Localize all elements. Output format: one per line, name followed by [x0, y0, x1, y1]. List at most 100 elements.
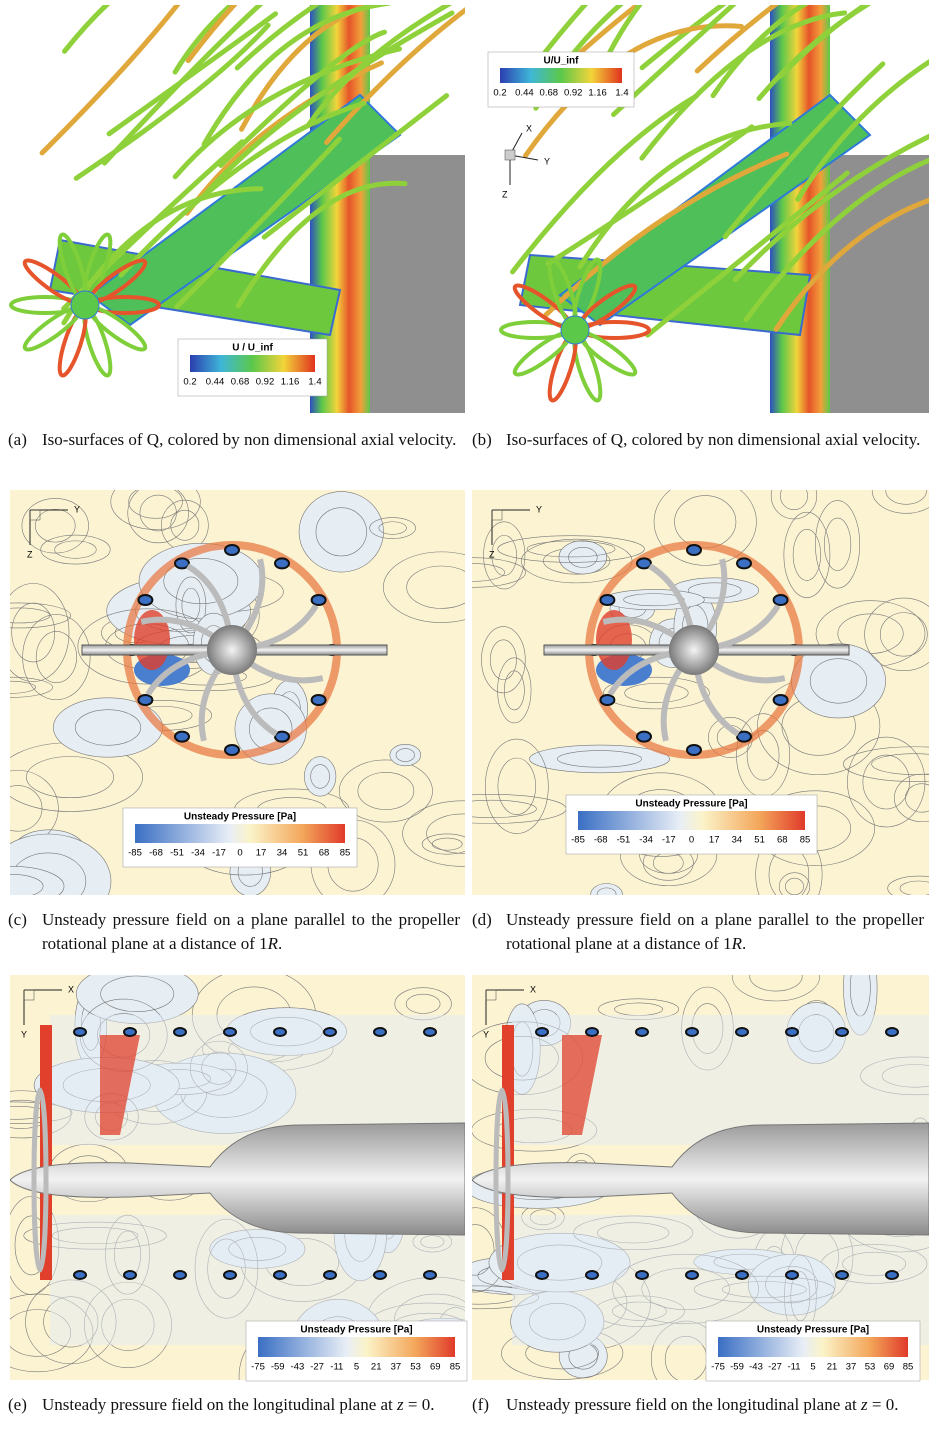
figure-page: U / U_inf0.20.440.680.921.161.4U/U_inf0.…	[0, 0, 929, 1438]
caption-segment: Unsteady pressure field on the longitudi…	[42, 1395, 397, 1414]
caption: (c) Unsteady pressure field on a plane pa…	[8, 908, 460, 956]
tip-vortex	[312, 695, 326, 705]
colorbar-tick-label: 69	[884, 1362, 895, 1373]
tip-vortex	[786, 1271, 798, 1279]
caption-label: (b)	[472, 428, 492, 452]
colorbar-tick-label: 0	[689, 835, 694, 846]
colorbar-tick-label: 53	[865, 1362, 876, 1373]
tip-vortex	[586, 1028, 598, 1036]
colorbar-tick-label: 0.2	[493, 88, 506, 99]
contour	[390, 744, 421, 765]
axis-label: X	[526, 123, 532, 133]
figure: U / U_inf0.20.440.680.921.161.4U/U_inf0.…	[0, 0, 929, 1438]
tip-vortex	[586, 1271, 598, 1279]
caption-segment: Iso-surfaces of Q, colored by non dimens…	[506, 430, 920, 449]
tip-vortex	[786, 1028, 798, 1036]
caption-text: Unsteady pressure field on a plane paral…	[472, 908, 924, 956]
colorbar-tick-label: 85	[340, 848, 351, 859]
colorbar-tick-label: -34	[191, 848, 205, 859]
axis-label: Y	[483, 1029, 489, 1039]
spinner	[71, 291, 99, 319]
tip-vortex	[836, 1271, 848, 1279]
tip-vortex	[124, 1271, 136, 1279]
caption-text: Iso-surfaces of Q, colored by non dimens…	[8, 428, 460, 452]
wall	[825, 155, 929, 413]
caption-text: Unsteady pressure field on the longitudi…	[472, 1393, 924, 1417]
caption-label: (c)	[8, 908, 27, 932]
colorbar-title: U / U_inf	[232, 343, 273, 354]
tip-vortex	[774, 695, 788, 705]
colorbar-tick-label: 37	[846, 1362, 857, 1373]
colorbar-tick-label: -43	[749, 1362, 763, 1373]
caption-segment: .	[278, 934, 282, 953]
colorbar-tick-label: -27	[310, 1362, 324, 1373]
axis-label: Y	[536, 504, 542, 514]
caption-segment: R	[732, 934, 742, 953]
colorbar-tick-label: 0.68	[540, 88, 559, 99]
tip-vortex	[274, 1271, 286, 1279]
tip-vortex	[224, 1271, 236, 1279]
contour	[559, 541, 607, 574]
colorbar-tick-label: 37	[391, 1362, 402, 1373]
tip-vortex	[737, 558, 751, 568]
axis-label: Z	[502, 189, 508, 199]
tip-vortex	[774, 595, 788, 605]
tip-vortex	[274, 1028, 286, 1036]
caption-segment: .	[742, 934, 746, 953]
tip-vortex	[275, 558, 289, 568]
axis-label: X	[530, 984, 536, 994]
tip-vortex	[637, 558, 651, 568]
tip-vortex	[736, 1271, 748, 1279]
tip-vortex	[225, 545, 239, 555]
caption-segment: = 0.	[404, 1395, 435, 1414]
colorbar-tick-label: 51	[298, 848, 309, 859]
colorbar-tick-label: 51	[754, 835, 765, 846]
colorbar-tick-label: 21	[827, 1362, 838, 1373]
tip-vortex	[424, 1028, 436, 1036]
colorbar-title: Unsteady Pressure [Pa]	[184, 812, 296, 823]
tip-vortex	[224, 1028, 236, 1036]
tip-vortex	[174, 1028, 186, 1036]
colorbar-tick-label: 68	[777, 835, 788, 846]
colorbar-tick-label: 34	[277, 848, 288, 859]
tip-vortex	[124, 1028, 136, 1036]
colorbar-tick-label: 53	[410, 1362, 421, 1373]
tip-vortex	[74, 1028, 86, 1036]
caption-text: Unsteady pressure field on the longitudi…	[8, 1393, 460, 1417]
colorbar	[135, 824, 345, 843]
axis-label: Y	[21, 1029, 27, 1039]
colorbar	[718, 1337, 908, 1357]
caption-text: Unsteady pressure field on a plane paral…	[8, 908, 460, 956]
colorbar-tick-label: 0	[237, 848, 242, 859]
tip-vortex	[424, 1271, 436, 1279]
caption-label: (f)	[472, 1393, 489, 1417]
tip-vortex	[175, 732, 189, 742]
contour	[603, 590, 704, 610]
tip-vortex	[636, 1028, 648, 1036]
tip-vortex	[536, 1028, 548, 1036]
caption-text: Iso-surfaces of Q, colored by non dimens…	[472, 428, 924, 452]
axis-label: Z	[489, 549, 495, 559]
colorbar-tick-label: 34	[732, 835, 743, 846]
colorbar	[578, 811, 805, 830]
hub	[207, 625, 257, 675]
colorbar-tick-label: 0.68	[231, 377, 250, 388]
tip-vortex	[636, 1271, 648, 1279]
colorbar-tick-label: -11	[330, 1362, 343, 1373]
colorbar-tick-label: 1.4	[308, 377, 321, 388]
colorbar-tick-label: 69	[430, 1362, 441, 1373]
caption: (b) Iso-surfaces of Q, colored by non dim…	[472, 428, 924, 452]
caption-label: (d)	[472, 908, 492, 932]
colorbar	[500, 68, 622, 83]
colorbar-tick-label: -17	[662, 835, 676, 846]
caption: (a)Iso-surfaces of Q, colored by non dim…	[8, 428, 460, 452]
caption-segment: Unsteady pressure field on a plane paral…	[42, 910, 460, 953]
colorbar-title: Unsteady Pressure [Pa]	[300, 1325, 412, 1336]
caption-segment: Unsteady pressure field on a plane paral…	[506, 910, 924, 953]
colorbar-tick-label: 0.92	[256, 377, 275, 388]
colorbar-tick-label: 1.16	[588, 88, 607, 99]
caption: (d) Unsteady pressure field on a plane pa…	[472, 908, 924, 956]
caption-segment: z	[397, 1395, 404, 1414]
colorbar-tick-label: 0.92	[564, 88, 583, 99]
tip-vortex	[687, 745, 701, 755]
